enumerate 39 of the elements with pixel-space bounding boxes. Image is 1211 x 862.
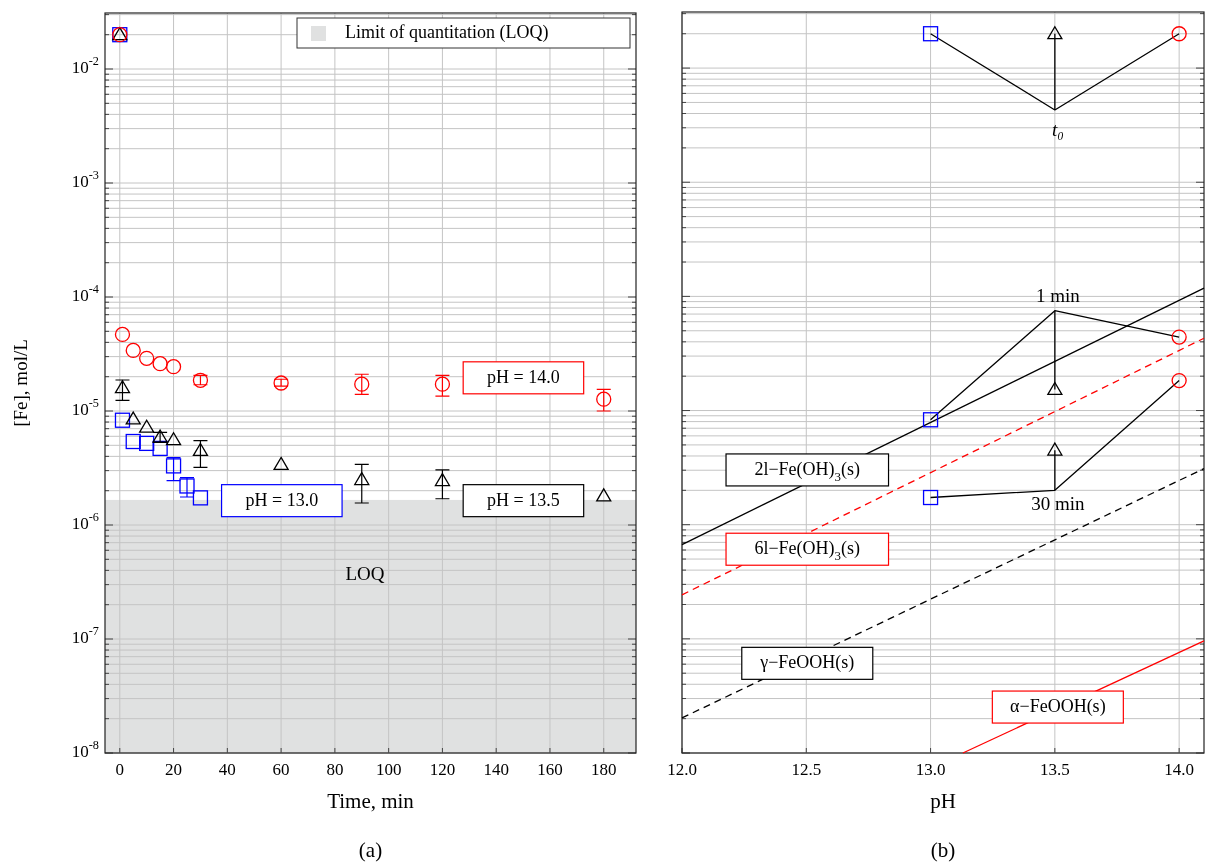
x-tick-label: 140 [483,760,509,779]
x-tick-label: 20 [165,760,183,779]
x-axis-title: pH [930,789,956,813]
x-tick-label: 13.5 [1039,760,1070,779]
text: pH = 13.0 [245,489,319,510]
x-tick-label: 60 [272,760,290,779]
series-label: 2l−Fe(OH)$_{3}$(s) [754,459,861,485]
series-label: γ−FeOOH(s) [759,652,855,674]
y-tick-label: 10$^{-8}$ [71,737,99,761]
x-tick-label: 13.0 [915,760,946,779]
y-tick-label: 10$^{-3}$ [71,167,99,191]
x-tick-label: 160 [537,760,563,779]
text: pH = 14.0 [487,366,560,387]
annotation: LOQ [345,563,385,585]
series-label: t₀ [1051,118,1064,140]
x-tick-label: 12.0 [667,760,697,779]
x-tick-label: 0 [115,760,125,779]
y-tick-label: 10$^{-7}$ [71,623,99,647]
legend-label: 30 min [1031,493,1085,515]
y-axis-title: [Fe], mol/L [10,339,31,427]
series-label: α−FeOOH(s) [1010,696,1106,718]
x-tick-label: 120 [429,760,456,779]
text: pH = 13.5 [487,489,560,510]
text: (a) [358,838,383,862]
y-tick-label: 10$^{-6}$ [71,509,99,533]
x-tick-label: 180 [590,760,617,779]
y-tick-label: 10$^{-4}$ [71,281,99,305]
x-tick-label: 40 [218,760,236,779]
text: (b) [930,838,956,862]
x-axis-title: Time, min [327,789,415,813]
y-tick-label: 10$^{-5}$ [71,395,99,419]
series-label: 6l−Fe(OH)$_{3}$(s) [754,538,861,564]
x-tick-label: 100 [375,760,402,779]
x-tick-label: 80 [326,760,344,779]
x-tick-label: 12.5 [791,760,822,779]
x-tick-label: 14.0 [1164,760,1195,779]
legend-label: Limit of quantitation (LOQ) [345,22,549,44]
y-tick-label: 10$^{-2}$ [71,53,99,77]
series-label: 1 min [1035,285,1081,307]
